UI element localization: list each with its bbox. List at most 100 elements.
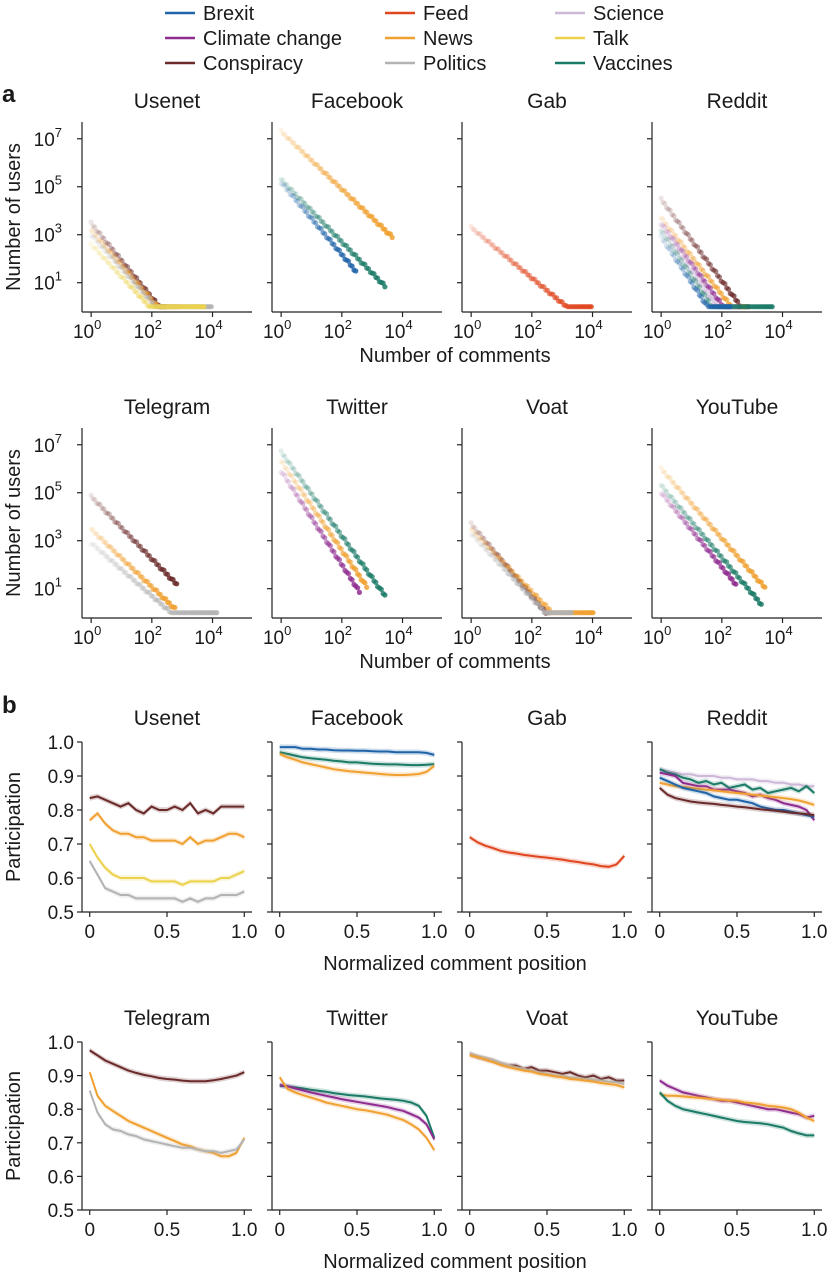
scatter-point	[289, 473, 295, 479]
scatter-point	[106, 260, 112, 266]
panel-b-reddit: Reddit 0 0.5 1.0	[647, 707, 827, 943]
scatter-point	[479, 234, 485, 240]
scatter-point	[501, 253, 507, 259]
scatter-point	[305, 486, 311, 492]
x-axis-label: Number of comments	[359, 345, 550, 367]
scatter-point	[123, 279, 129, 285]
scatter-point	[90, 496, 96, 502]
scatter-point	[125, 269, 131, 275]
scatter-point	[499, 559, 505, 565]
scatter-point	[682, 519, 688, 525]
scatter-point	[90, 244, 96, 250]
scatter-point	[121, 275, 127, 281]
scatter-point	[716, 532, 723, 538]
scatter-point	[322, 231, 328, 237]
scatter-point	[302, 200, 308, 206]
scatter-point	[95, 501, 101, 507]
x-tick-label: 102	[704, 317, 732, 343]
scatter-point	[673, 240, 679, 246]
scatter-point	[119, 258, 125, 264]
scatter-point	[305, 511, 311, 517]
scatter-point	[117, 257, 123, 263]
panel-title: Twitter	[326, 396, 388, 419]
scatter-point	[515, 574, 522, 580]
scatter-point	[470, 524, 476, 530]
scatter-point	[667, 246, 673, 253]
scatter-point	[92, 232, 98, 238]
scatter-point	[695, 287, 701, 294]
scatter-point	[285, 135, 291, 142]
scatter-point	[119, 556, 125, 562]
scatter-point	[696, 262, 703, 268]
scatter-point	[117, 273, 123, 280]
scatter-point	[492, 556, 498, 563]
scatter-point	[725, 542, 732, 549]
scatter-point	[300, 479, 306, 485]
scatter-point	[494, 246, 500, 252]
scatter-point	[94, 531, 100, 537]
scatter-point	[658, 228, 664, 234]
scatter-point	[125, 530, 131, 536]
scatter-point	[662, 220, 668, 226]
scatter-point	[674, 242, 681, 248]
x-tick-label: 104	[384, 317, 412, 343]
scatter-point	[143, 293, 149, 299]
scatter-point	[304, 204, 310, 210]
scatter-point	[474, 529, 480, 535]
scatter-point	[669, 241, 675, 247]
y-tick-label-base: 10	[34, 226, 55, 247]
scatter-point	[704, 289, 710, 295]
scatter-point	[481, 535, 487, 542]
x-tick-label-base: 10	[453, 322, 474, 343]
scatter-point	[687, 516, 693, 522]
series-talk	[88, 241, 207, 310]
scatter-point	[658, 482, 664, 489]
scatter-point	[115, 252, 121, 259]
x-tick-label-exponent: 0	[94, 317, 101, 332]
scatter-point	[718, 553, 724, 559]
y-tick-label-exponent: 3	[55, 527, 62, 542]
scatter-point	[722, 538, 728, 544]
scatter-point	[108, 249, 114, 255]
scatter-point	[97, 549, 103, 555]
x-tick-label-exponent: 4	[405, 317, 412, 332]
legend-item-climate-change: Climate change	[165, 28, 342, 50]
scatter-point	[671, 243, 677, 249]
scatter-point	[691, 265, 697, 271]
scatter-point	[123, 263, 129, 269]
scatter-point	[667, 242, 673, 248]
x-tick-label: 1.0	[611, 922, 637, 943]
scatter-point	[494, 551, 500, 557]
scatter-point	[488, 546, 494, 552]
scatter-point	[512, 576, 518, 583]
scatter-point	[121, 264, 127, 271]
scatter-point	[349, 263, 355, 269]
scatter-point	[700, 515, 706, 521]
scatter-point	[94, 233, 100, 239]
scatter-point	[673, 233, 679, 239]
x-tick-label-base: 10	[384, 322, 405, 343]
scatter-point	[90, 527, 96, 533]
x-tick-label: 0	[464, 1220, 475, 1241]
scatter-point	[309, 504, 315, 510]
scatter-point	[101, 243, 107, 249]
scatter-point	[501, 566, 507, 572]
scatter-point	[716, 274, 723, 280]
scatter-point	[324, 223, 330, 229]
scatter-point	[294, 493, 301, 499]
scatter-point	[669, 228, 675, 234]
y-tick-label-exponent: 3	[55, 221, 62, 236]
scatter-point	[474, 531, 480, 537]
scatter-point	[704, 256, 710, 262]
scatter-point	[284, 187, 290, 193]
confidence-band-politics	[89, 858, 245, 905]
x-tick-label: 100	[643, 623, 671, 649]
scatter-point	[282, 464, 288, 471]
scatter-point	[101, 550, 107, 556]
x-tick-label: 102	[134, 317, 162, 343]
scatter-point	[143, 299, 149, 305]
scatter-point	[130, 275, 136, 281]
scatter-point	[512, 572, 518, 579]
x-tick-label-base: 10	[704, 322, 725, 343]
scatter-point	[287, 460, 293, 466]
